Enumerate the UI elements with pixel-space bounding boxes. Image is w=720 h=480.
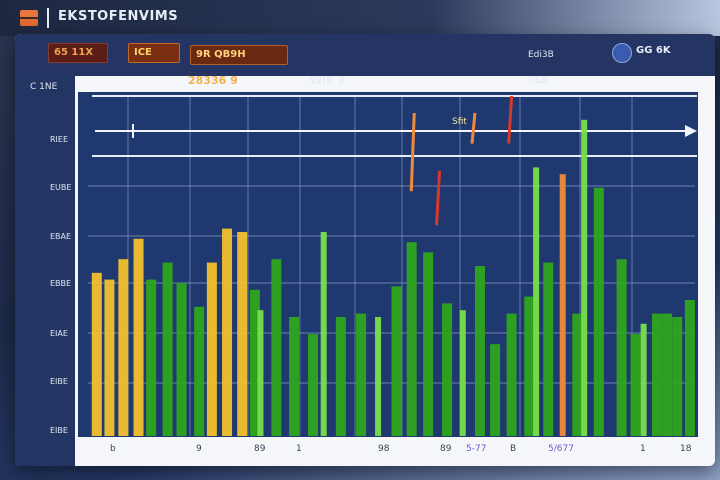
bar-18	[356, 313, 367, 436]
x-tick-label-4: 98	[378, 444, 390, 454]
bar-29	[533, 167, 540, 436]
bar-26	[490, 344, 501, 436]
y-tick-label-5: EIBE	[50, 377, 68, 386]
bar-1	[104, 279, 115, 436]
bar-6	[176, 283, 187, 436]
marker-1	[435, 170, 442, 226]
thin-markers	[409, 95, 514, 226]
marker-0	[409, 112, 416, 192]
y-tick-label-2: EBAE	[50, 232, 71, 241]
bar-10	[237, 232, 248, 436]
toolbar-button-1[interactable]: 65 11X	[48, 43, 108, 63]
x-tick-label-1: 9	[196, 444, 202, 454]
marker-3	[507, 95, 514, 144]
subtitle-left: 28336 9	[188, 74, 238, 87]
bar-20	[391, 286, 402, 436]
y-tick-label-4: EIAE	[50, 329, 68, 338]
bar-5	[162, 262, 173, 436]
y-tick-label-0: RIEE	[50, 135, 68, 144]
y-tick-label-6: EIBE	[50, 426, 68, 435]
bar-41	[684, 300, 695, 436]
bar-19	[375, 317, 382, 436]
x-axis-strip	[78, 437, 698, 459]
bar-14	[289, 317, 300, 436]
toolbar-button-2[interactable]: ICE	[128, 43, 180, 63]
x-tick-label-9: 1	[640, 444, 646, 454]
bar-12	[257, 310, 264, 436]
x-tick-label-2: 89	[254, 444, 266, 454]
bar-8	[206, 262, 217, 436]
bar-31	[559, 174, 566, 436]
marker-2	[470, 112, 477, 144]
y-tick-label-1: EUBE	[50, 183, 71, 192]
bar-9	[222, 228, 233, 436]
x-tick-label-0: b	[110, 444, 116, 454]
bar-11	[249, 289, 260, 436]
bar-30	[543, 262, 554, 436]
bar-7	[194, 306, 205, 436]
bar-21	[406, 242, 417, 436]
toolbar-label-2: GGB	[528, 76, 549, 86]
bar-39	[662, 313, 673, 436]
bar-38	[652, 313, 663, 436]
bar-17	[335, 317, 346, 436]
bar-35	[616, 259, 627, 436]
top-bar	[0, 0, 720, 36]
bar-15	[308, 334, 319, 436]
y-tick-label-3: EBBE	[50, 279, 71, 288]
bar-36	[630, 334, 641, 436]
bars	[91, 119, 695, 437]
bar-16	[320, 232, 327, 436]
x-tick-label-8: 5/677	[548, 444, 574, 454]
x-tick-labels: b 9 89 1 98 89 5-77 B 5/677 1 18	[110, 444, 692, 454]
x-tick-label-3: 1	[296, 444, 302, 454]
toolbar-badge: GG 6K	[636, 45, 671, 56]
bar-4	[146, 279, 157, 436]
toolbar-button-3[interactable]: 9R QB9H	[190, 45, 288, 65]
user-avatar-icon[interactable]	[612, 43, 632, 63]
bar-33	[581, 119, 588, 437]
bar-22	[423, 252, 434, 436]
bar-3	[133, 238, 144, 436]
x-tick-label-6: 5-77	[466, 444, 486, 454]
y-axis-gutter	[15, 76, 75, 466]
bar-32	[572, 313, 583, 436]
app-title: EKSTOFENVIMS	[58, 9, 179, 24]
gutter-label: C 1NE	[30, 82, 58, 92]
x-tick-label-5: 89	[440, 444, 452, 454]
title-divider	[47, 8, 49, 28]
y-tick-labels: RIEE EUBE EBAE EBBE EIAE EIBE EIBE	[50, 135, 71, 435]
bar-34	[593, 187, 604, 436]
arrow-head	[685, 125, 697, 137]
bar-27	[506, 313, 517, 436]
bar-13	[271, 259, 282, 436]
bar-25	[474, 266, 485, 436]
annotation-label: Sfit	[452, 117, 467, 127]
x-tick-label-10: 18	[680, 444, 692, 454]
x-tick-label-7: B	[510, 444, 516, 454]
bar-24	[459, 310, 466, 436]
bar-28	[524, 296, 535, 436]
bar-40	[672, 317, 683, 436]
flag-icon	[20, 10, 38, 26]
toolbar-label-1: Edi3B	[528, 50, 554, 60]
bar-2	[118, 259, 129, 436]
subtitle-right: WIE 7	[310, 74, 346, 87]
bar-23	[442, 303, 453, 436]
bar-37	[640, 323, 647, 436]
bar-0	[91, 272, 102, 436]
